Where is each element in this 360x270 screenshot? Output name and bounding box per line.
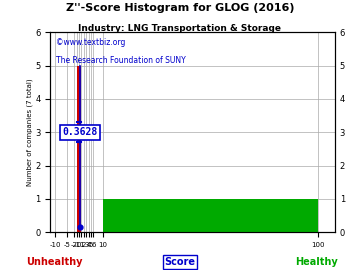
Bar xyxy=(77,66,81,232)
Text: Healthy: Healthy xyxy=(296,257,338,267)
Text: The Research Foundation of SUNY: The Research Foundation of SUNY xyxy=(56,56,186,65)
Text: Z''-Score Histogram for GLOG (2016): Z''-Score Histogram for GLOG (2016) xyxy=(66,3,294,13)
Text: 0.3628: 0.3628 xyxy=(62,127,98,137)
Text: ©www.textbiz.org: ©www.textbiz.org xyxy=(56,38,126,48)
Text: Score: Score xyxy=(165,257,195,267)
Y-axis label: Number of companies (7 total): Number of companies (7 total) xyxy=(26,79,32,186)
Text: Unhealthy: Unhealthy xyxy=(26,257,82,267)
Bar xyxy=(103,199,318,232)
Text: Industry: LNG Transportation & Storage: Industry: LNG Transportation & Storage xyxy=(78,24,282,33)
